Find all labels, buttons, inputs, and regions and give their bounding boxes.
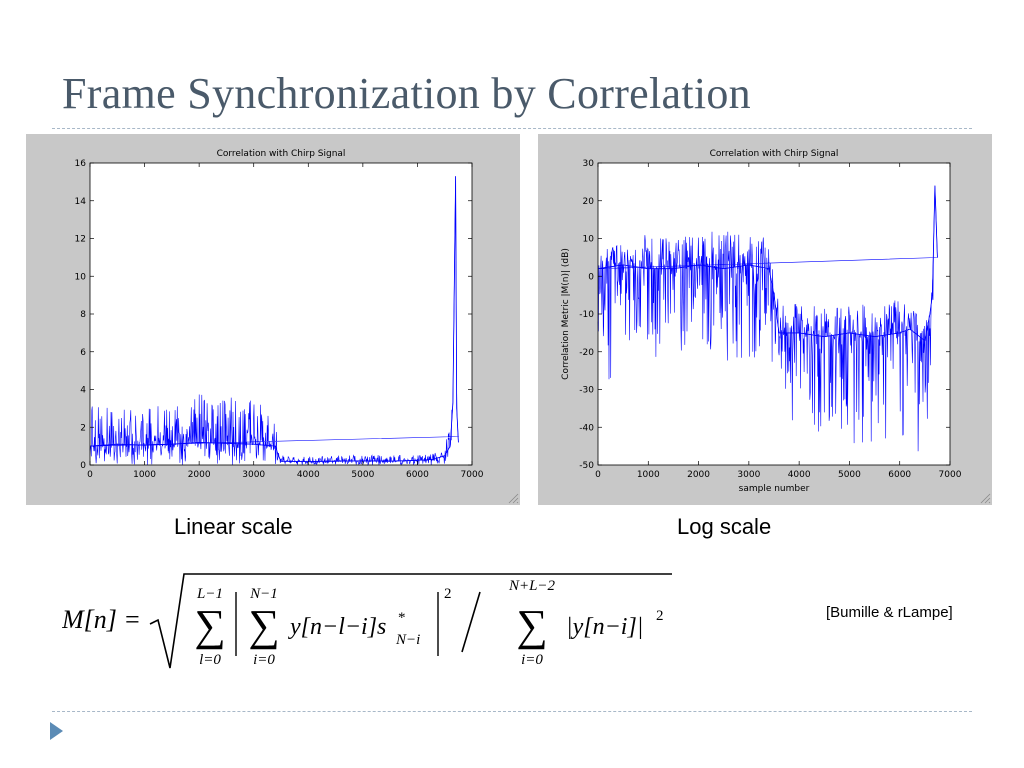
log-caption: Log scale: [677, 514, 772, 539]
c1-y-tick-label-6: 10: [583, 235, 595, 245]
c0-y-tick-label-5: 10: [75, 272, 87, 282]
c1-plot-area: [598, 163, 950, 465]
c1-series-trend: [597, 185, 938, 342]
formula-graphic: M[n] = L−1 ∑ l=0 N−1 ∑ i=0 y[n−l−i]s * N…: [61, 573, 672, 669]
c1-y-tick-label-7: 20: [583, 197, 595, 207]
c0-grip-line-1: [512, 497, 519, 504]
c0-y-tick-label-6: 12: [75, 235, 86, 245]
c1-resize-grip-icon: [980, 493, 991, 504]
formula-term2: |y[n−i]|: [566, 614, 643, 640]
c0-x-tick-label-7: 7000: [461, 470, 484, 480]
citation: [Bumille & rLampe]: [826, 604, 953, 621]
c1-x-tick-label-0: 0: [595, 470, 601, 480]
c0-y-tick-label-7: 14: [75, 197, 87, 207]
c1-y-tick-label-2: -30: [579, 386, 594, 396]
c1-y-tick-label-8: 30: [583, 159, 595, 169]
c1-x-axis-label: sample number: [739, 484, 810, 494]
sum3-sigma: ∑: [516, 601, 547, 650]
sum1-upper: L−1: [196, 586, 223, 602]
c1-x-tick-label-6: 6000: [888, 470, 911, 480]
c0-y-tick-label-1: 2: [80, 423, 86, 433]
c0-x-tick-label-6: 6000: [406, 470, 429, 480]
c1-x-tick-label-3: 3000: [737, 470, 760, 480]
linear-chart: Correlation with Chirp Signal 0 1000 2000 30…: [75, 149, 519, 504]
c0-x-tick-label-4: 4000: [297, 470, 320, 480]
c1-grip-line-2: [980, 493, 991, 504]
c1-x-tick-label-7: 7000: [939, 470, 962, 480]
c1-y-axis-label: Correlation Metric |M(n)| (dB): [561, 248, 571, 380]
formula-term2-exp: 2: [656, 608, 664, 624]
c0-y-tick-label-2: 4: [80, 386, 86, 396]
c0-chart-title: Correlation with Chirp Signal: [217, 149, 346, 159]
sum2-upper: N−1: [249, 586, 278, 602]
c0-y-tick-label-0: 0: [80, 461, 86, 471]
sum2-sigma: ∑: [248, 601, 279, 650]
c0-grip-line-0: [516, 501, 519, 504]
formula-term1-sub: N−i: [395, 632, 420, 648]
formula-lhs: M[n] =: [62, 605, 141, 634]
c1-x-tick-label-2: 2000: [687, 470, 710, 480]
c0-x-tick-label-0: 0: [87, 470, 93, 480]
c0-x-tick-label-2: 2000: [188, 470, 211, 480]
c0-x-tick-label-3: 3000: [242, 470, 265, 480]
c0-plot-area: [90, 163, 472, 465]
c1-grip-line-0: [988, 501, 991, 504]
c1-x-tick-label-4: 4000: [788, 470, 811, 480]
formula-term1-sup: *: [398, 610, 406, 626]
c1-chart-title: Correlation with Chirp Signal: [710, 149, 839, 159]
c0-y-tick-label-3: 6: [80, 348, 86, 358]
c0-y-tick-label-4: 8: [80, 310, 86, 320]
c0-grip-line-2: [508, 493, 519, 504]
c1-y-tick-label-4: -10: [579, 310, 594, 320]
formula-exp: 2: [444, 586, 452, 602]
sum2-lower: i=0: [253, 652, 275, 668]
c1-x-tick-label-5: 5000: [838, 470, 861, 480]
division-slash: [461, 591, 481, 653]
c1-y-tick-label-0: -50: [579, 461, 594, 471]
c1-y-tick-label-3: -20: [579, 348, 594, 358]
c0-y-tick-label-8: 16: [75, 159, 87, 169]
c0-x-tick-label-1: 1000: [133, 470, 156, 480]
triangle-bullet-icon: [50, 722, 63, 740]
footer-divider: [52, 711, 972, 712]
sum3-lower: i=0: [521, 652, 543, 668]
title-divider: [52, 128, 972, 129]
c1-y-tick-label-5: 0: [588, 272, 594, 282]
linear-caption: Linear scale: [174, 514, 293, 539]
sum1-lower: l=0: [199, 652, 221, 668]
c1-y-tick-label-1: -40: [579, 423, 594, 433]
sum1-sigma: ∑: [194, 601, 225, 650]
slide-title: Frame Synchronization by Correlation: [62, 69, 751, 118]
radical-sign: [149, 573, 672, 669]
correlation-formula: M[n] = L−1 ∑ l=0 N−1 ∑ i=0 y[n−l−i]s * N…: [61, 568, 682, 683]
linear-figure: Correlation with Chirp Signal 0 1000 2000 30…: [26, 134, 520, 505]
c1-grip-line-1: [984, 497, 991, 504]
c0-resize-grip-icon: [508, 493, 519, 504]
c0-x-tick-label-5: 5000: [351, 470, 374, 480]
log-figure: Correlation with Chirp Signal 0 1000 2000 30…: [538, 134, 992, 505]
c0-series-trend: [89, 176, 459, 463]
formula-term1: y[n−l−i]s: [288, 614, 386, 640]
sum3-upper: N+L−2: [508, 578, 556, 594]
c1-x-tick-label-1: 1000: [637, 470, 660, 480]
c1-series-line: [597, 185, 938, 452]
log-chart: Correlation with Chirp Signal 0 1000 2000 30…: [561, 149, 991, 504]
